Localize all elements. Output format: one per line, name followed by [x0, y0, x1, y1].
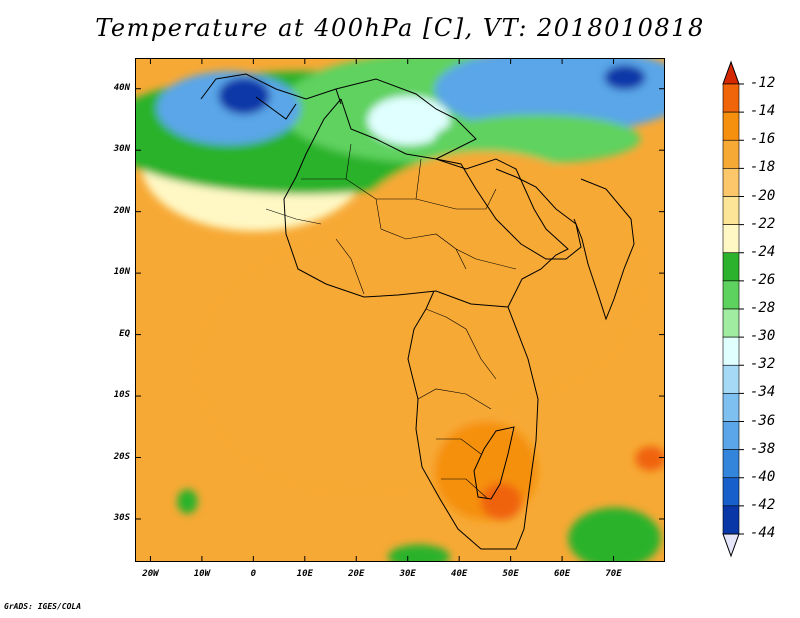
temperature-map: [135, 58, 665, 562]
arabia-coastline: [435, 158, 582, 260]
africa-coastline: [283, 98, 569, 550]
lat-tick-label: 10N: [113, 267, 130, 278]
lat-tick-label: 30N: [113, 144, 130, 155]
colorbar-label: -30: [750, 328, 776, 345]
temperature-region-17: [254, 292, 409, 441]
temperature-region-8: [434, 114, 641, 164]
colorbar-label: -34: [750, 384, 776, 401]
lon-tick-label: 10E: [296, 569, 313, 579]
europe-coastline: [200, 73, 477, 160]
lat-tick-label: 40N: [113, 82, 130, 93]
colorbar-label: -38: [750, 440, 776, 457]
lat-tick-label: EQ: [119, 328, 130, 339]
lon-tick-label: 30E: [399, 569, 416, 579]
temperature-region-5: [367, 95, 450, 146]
colorbar-label: -16: [750, 131, 776, 148]
lon-tick-label: 60E: [553, 569, 571, 579]
lon-tick-label: 40E: [451, 569, 468, 579]
colorbar-label: -42: [750, 496, 776, 513]
temperature-region-4: [218, 77, 270, 115]
madagascar-coastline: [473, 426, 515, 500]
lat-tick-label: 30S: [113, 512, 130, 523]
lon-tick-label: 70E: [605, 569, 622, 579]
colorbar-label: -18: [750, 159, 776, 176]
temperature-region-13: [635, 446, 664, 471]
temperature-region-7: [604, 65, 646, 90]
colorbar-label: -20: [750, 187, 776, 204]
temperature-field: [136, 59, 664, 561]
temperature-region-15: [568, 507, 661, 561]
colorbar-label: -12: [750, 75, 776, 91]
lon-tick-label: 10W: [193, 569, 211, 579]
map-canvas: [136, 59, 664, 561]
colorbar-label: -22: [750, 215, 776, 232]
lat-tick-label: 10S: [113, 390, 130, 401]
lat-tick-label: 20S: [113, 451, 130, 462]
lon-tick-label: 20W: [142, 569, 159, 579]
grads-credit: GrADS: IGES/COLA: [4, 602, 82, 611]
lon-tick-label: 0: [250, 569, 257, 579]
map-title: Temperature at 400hPa [C], VT: 201801081…: [95, 14, 705, 42]
colorbar-label: -44: [750, 525, 776, 541]
colorbar-label: -32: [750, 356, 776, 373]
coastlines: [200, 73, 635, 550]
colorbar-label: -28: [750, 300, 776, 316]
temperature-region-16: [388, 544, 450, 561]
lat-tick-label: 20N: [113, 205, 130, 216]
temperature-region-14: [177, 489, 198, 514]
colorbar-label: -40: [750, 468, 776, 485]
colorbar-label: -36: [750, 412, 776, 429]
colorbar-label: -24: [750, 243, 776, 260]
lon-tick-label: 50E: [502, 569, 519, 579]
lon-tick-label: 20E: [348, 569, 365, 579]
colorbar-label: -14: [750, 103, 776, 120]
colorbar-label: -26: [750, 271, 776, 288]
temperature-region-12: [480, 483, 522, 520]
india-coastline: [573, 178, 635, 321]
country-borders: [265, 143, 517, 500]
